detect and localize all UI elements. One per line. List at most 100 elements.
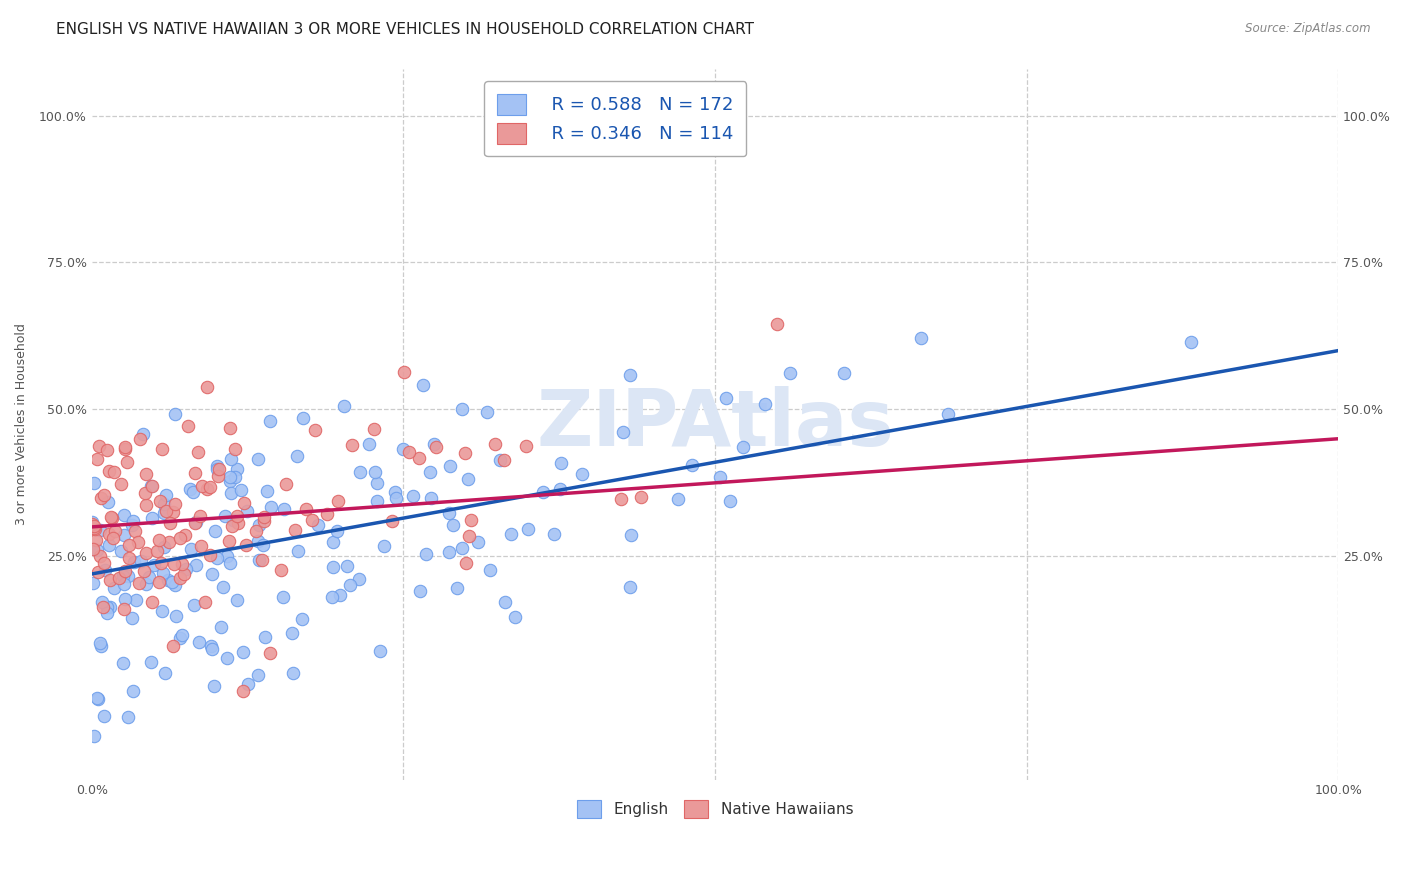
- Native Hawaiians: [174, 528, 197, 542]
- English: [211, 580, 233, 594]
- English: [446, 581, 468, 595]
- Native Hawaiians: [141, 479, 163, 493]
- English: [254, 630, 277, 644]
- Native Hawaiians: [118, 551, 141, 566]
- Native Hawaiians: [150, 556, 173, 570]
- English: [531, 485, 554, 500]
- English: [247, 553, 270, 567]
- English: [247, 452, 270, 467]
- Native Hawaiians: [83, 519, 105, 533]
- Native Hawaiians: [162, 557, 184, 571]
- Native Hawaiians: [135, 467, 157, 481]
- Native Hawaiians: [87, 439, 110, 453]
- Native Hawaiians: [233, 496, 256, 510]
- English: [112, 577, 135, 591]
- Native Hawaiians: [484, 437, 506, 451]
- English: [359, 437, 381, 451]
- English: [439, 507, 461, 521]
- Native Hawaiians: [194, 595, 217, 609]
- English: [364, 466, 387, 480]
- Native Hawaiians: [91, 600, 114, 615]
- English: [347, 572, 370, 586]
- Native Hawaiians: [315, 507, 337, 521]
- English: [437, 545, 460, 559]
- Native Hawaiians: [235, 538, 257, 552]
- English: [117, 710, 139, 724]
- Native Hawaiians: [110, 477, 132, 491]
- Native Hawaiians: [219, 420, 242, 434]
- Native Hawaiians: [115, 455, 138, 469]
- English: [503, 609, 526, 624]
- Native Hawaiians: [425, 440, 447, 454]
- English: [339, 577, 361, 591]
- Native Hawaiians: [221, 519, 243, 533]
- English: [93, 709, 115, 723]
- English: [754, 397, 776, 411]
- Native Hawaiians: [169, 531, 191, 545]
- English: [252, 538, 274, 552]
- English: [204, 524, 226, 538]
- English: [392, 442, 415, 456]
- Native Hawaiians: [492, 452, 515, 467]
- Native Hawaiians: [98, 527, 121, 541]
- Native Hawaiians: [118, 538, 141, 552]
- Native Hawaiians: [155, 503, 177, 517]
- English: [122, 684, 145, 698]
- English: [150, 605, 173, 619]
- Native Hawaiians: [454, 445, 477, 459]
- English: [153, 541, 176, 555]
- English: [205, 462, 228, 476]
- English: [103, 581, 125, 595]
- English: [201, 566, 224, 581]
- Native Hawaiians: [208, 461, 231, 475]
- English: [322, 560, 344, 574]
- English: [97, 495, 120, 509]
- Native Hawaiians: [177, 419, 200, 434]
- Native Hawaiians: [197, 380, 219, 394]
- Native Hawaiians: [408, 451, 430, 466]
- English: [423, 437, 446, 451]
- Native Hawaiians: [363, 422, 385, 436]
- English: [172, 628, 194, 642]
- Native Hawaiians: [114, 442, 136, 456]
- English: [125, 592, 148, 607]
- English: [153, 665, 176, 680]
- Native Hawaiians: [157, 535, 180, 549]
- English: [291, 612, 314, 626]
- Native Hawaiians: [170, 557, 193, 571]
- English: [169, 632, 191, 646]
- English: [152, 497, 174, 511]
- English: [612, 425, 634, 439]
- Native Hawaiians: [90, 491, 112, 506]
- Native Hawaiians: [104, 524, 127, 538]
- English: [165, 609, 187, 624]
- English: [236, 504, 259, 518]
- Native Hawaiians: [134, 485, 156, 500]
- English: [709, 470, 731, 484]
- English: [479, 563, 502, 577]
- English: [291, 410, 314, 425]
- English: [112, 528, 135, 542]
- English: [180, 542, 202, 557]
- English: [157, 573, 180, 587]
- Native Hawaiians: [135, 546, 157, 560]
- Text: ENGLISH VS NATIVE HAWAIIAN 3 OR MORE VEHICLES IN HOUSEHOLD CORRELATION CHART: ENGLISH VS NATIVE HAWAIIAN 3 OR MORE VEH…: [56, 22, 754, 37]
- English: [226, 462, 249, 476]
- Legend: English, Native Hawaiians: English, Native Hawaiians: [569, 792, 860, 825]
- English: [260, 500, 283, 514]
- English: [217, 549, 239, 563]
- Native Hawaiians: [141, 595, 163, 609]
- English: [114, 592, 136, 607]
- English: [139, 479, 162, 493]
- English: [779, 366, 801, 380]
- English: [271, 591, 294, 605]
- English: [209, 620, 232, 634]
- English: [494, 594, 516, 608]
- English: [218, 475, 240, 489]
- English: [83, 476, 105, 491]
- Native Hawaiians: [340, 438, 363, 452]
- Native Hawaiians: [150, 442, 173, 457]
- English: [409, 583, 432, 598]
- English: [82, 576, 104, 591]
- English: [121, 611, 143, 625]
